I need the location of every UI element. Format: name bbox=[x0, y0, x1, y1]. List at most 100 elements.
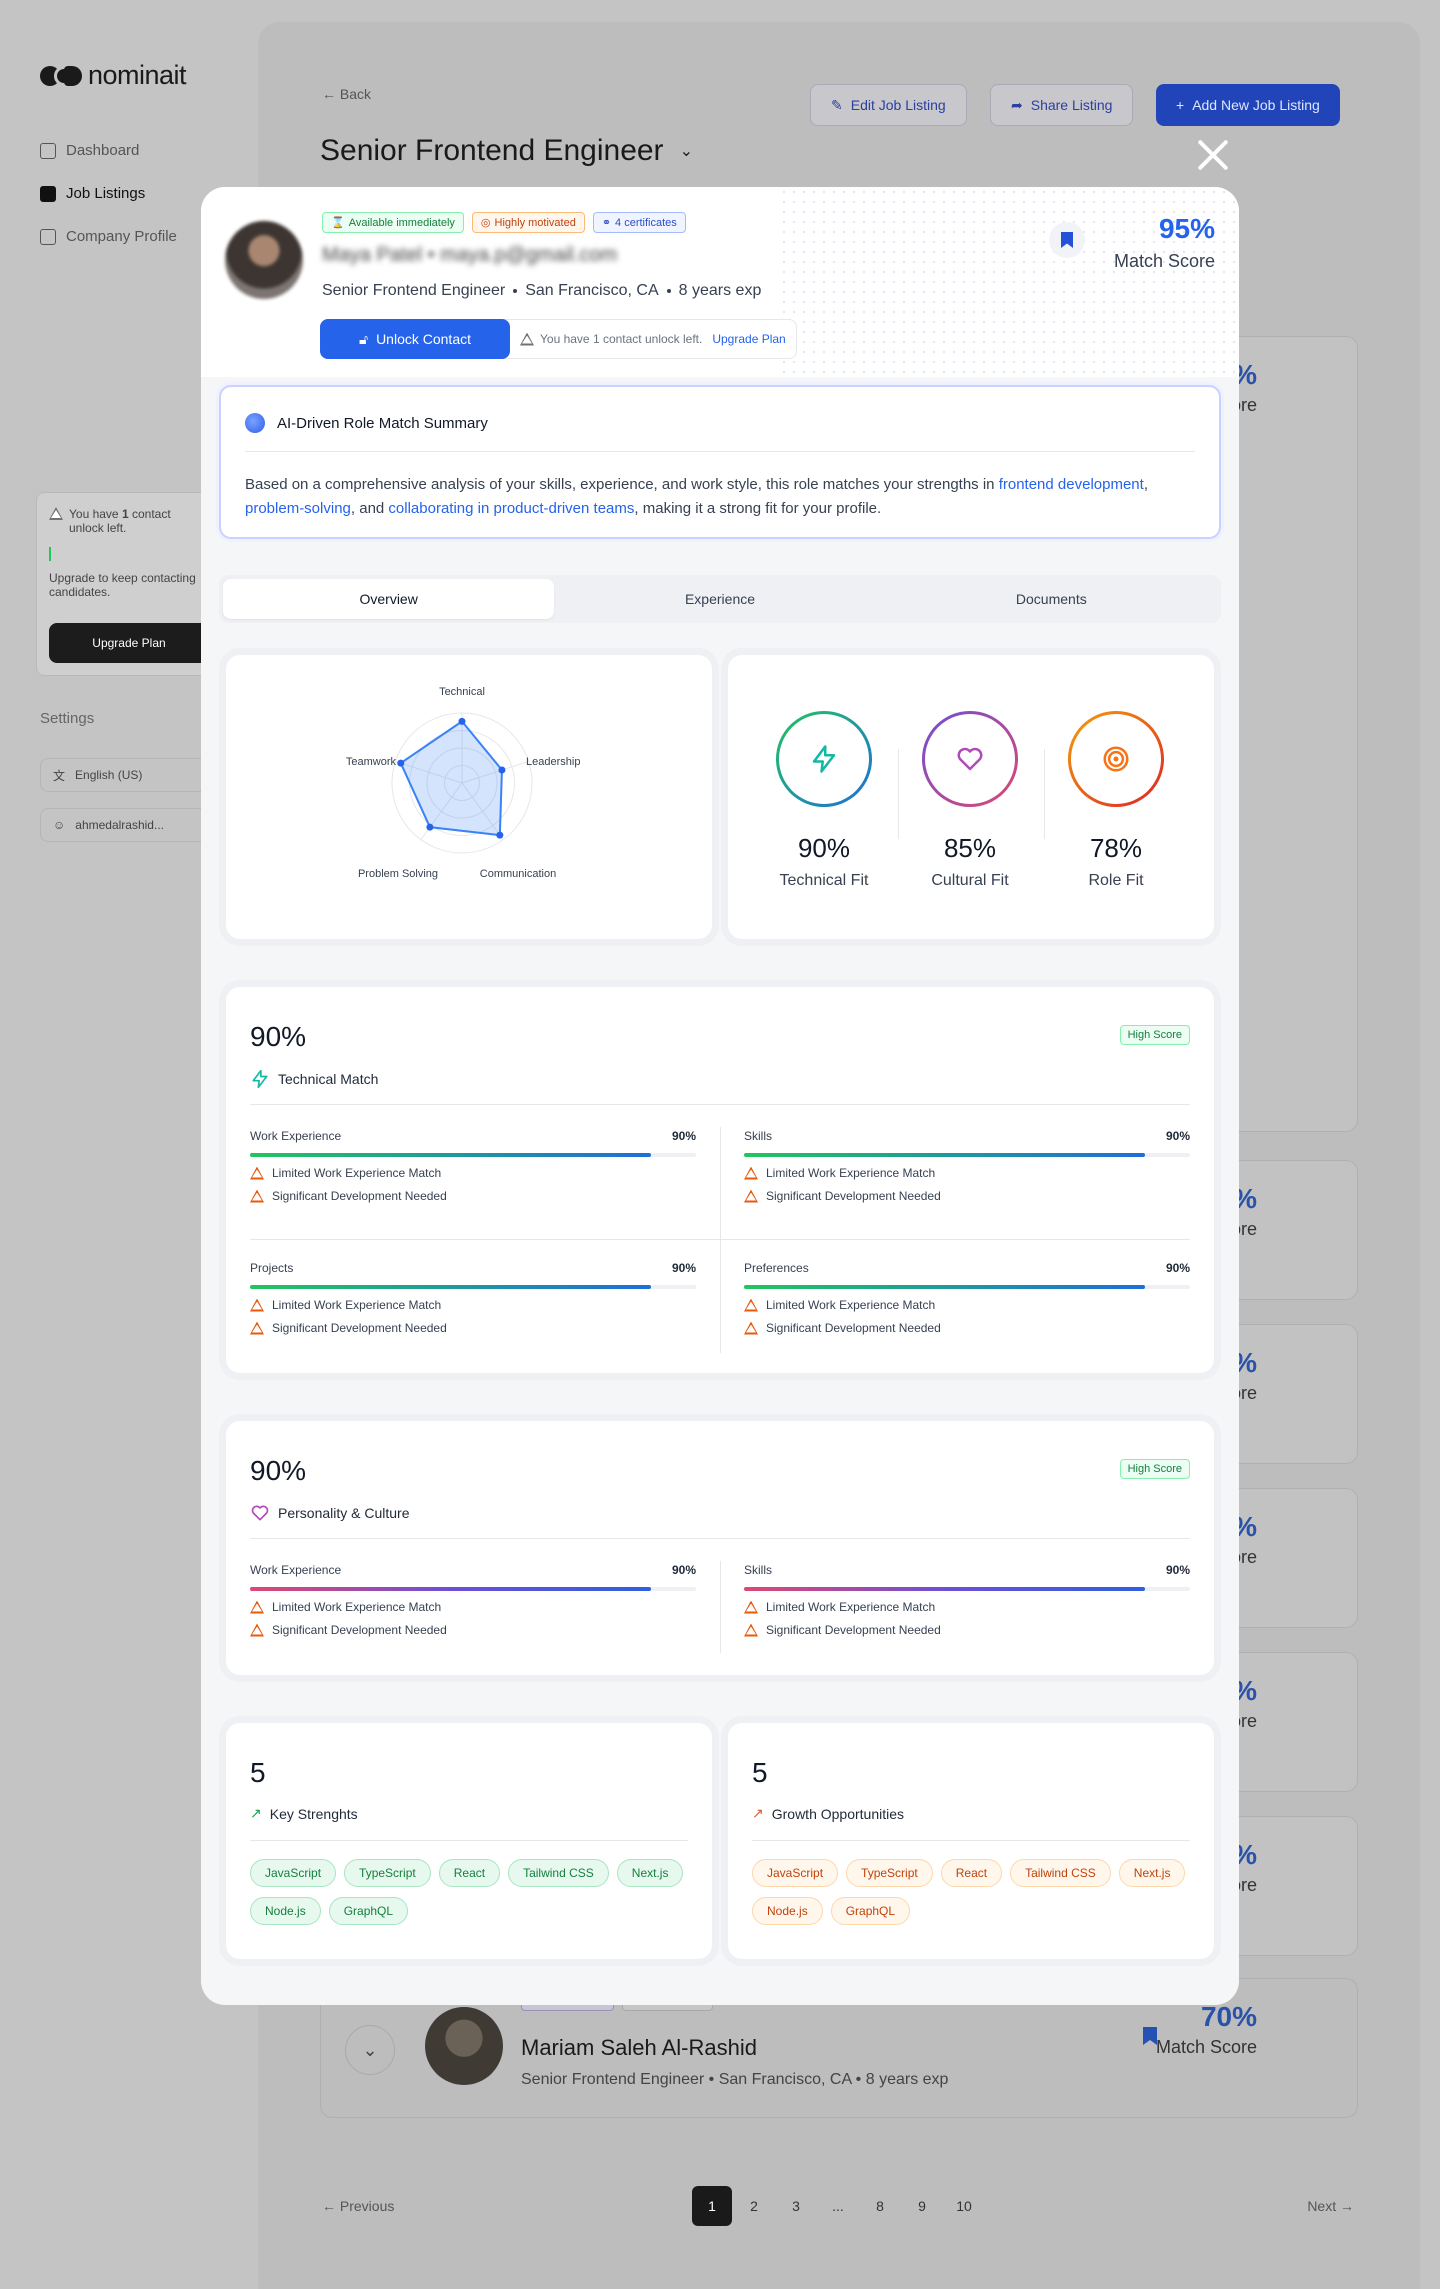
lightning-icon bbox=[812, 745, 836, 773]
bookmark-button[interactable] bbox=[1049, 222, 1085, 258]
plus-icon: + bbox=[1176, 97, 1185, 113]
badge-motivated: ◎ Highly motivated bbox=[471, 212, 585, 233]
candidate-name: Mariam Saleh Al-Rashid bbox=[521, 2035, 757, 2060]
radar-point bbox=[426, 823, 434, 831]
fit-scores-card: 90% Technical Fit 85% Cultural Fit 78% R… bbox=[728, 655, 1214, 939]
sidebar-nav: Dashboard Job Listings Company Profile bbox=[40, 142, 177, 245]
divider bbox=[1044, 749, 1045, 839]
divider bbox=[250, 1538, 1190, 1539]
trend-up-icon: ↗ bbox=[752, 1805, 764, 1821]
skill-chip: TypeScript bbox=[344, 1859, 431, 1887]
divider bbox=[898, 749, 899, 839]
candidate-location: San Francisco, CA bbox=[525, 282, 659, 299]
metric-label: Preferences bbox=[744, 1261, 809, 1275]
target-icon bbox=[1103, 746, 1129, 772]
metric-note: Limited Work Experience Match bbox=[744, 1600, 1190, 1614]
metric-note: Significant Development Needed bbox=[250, 1623, 696, 1637]
skill-chip: Node.js bbox=[752, 1897, 823, 1925]
metric-progress-fill bbox=[744, 1587, 1146, 1591]
growth-count: 5 bbox=[752, 1757, 768, 1788]
lock-icon: 🔓︎ bbox=[358, 330, 369, 347]
metric-value: 90% bbox=[1165, 1261, 1190, 1275]
metric-projects: Projects 90% Limited Work Experience Matc… bbox=[250, 1261, 696, 1335]
building-icon bbox=[40, 228, 56, 245]
unlock-note-text: You have 1 contact unlock left. bbox=[540, 332, 703, 346]
tab-experience[interactable]: Experience bbox=[684, 591, 756, 607]
edit-job-listing-button[interactable]: ✎ Edit Job Listing bbox=[810, 84, 967, 126]
bookmark-icon[interactable] bbox=[1143, 2027, 1157, 2045]
summary-highlight: collaborating in product-driven teams bbox=[388, 500, 635, 517]
close-modal-icon[interactable] bbox=[1196, 138, 1230, 172]
radar-chart: Technical Leadership Communication Probl… bbox=[346, 686, 581, 880]
previous-button[interactable]: ← Previous bbox=[322, 2198, 395, 2214]
logo-icon bbox=[40, 65, 82, 86]
personality-match-title-text: Personality & Culture bbox=[278, 1505, 410, 1521]
upgrade-plan-link[interactable]: Upgrade Plan bbox=[712, 332, 786, 346]
candidate-experience: 8 years exp bbox=[865, 2071, 949, 2088]
settings-title: Settings bbox=[40, 710, 95, 727]
personality-match-card: 90% Personality & Culture High Score Wor… bbox=[226, 1421, 1214, 1675]
logo[interactable]: nominait bbox=[40, 60, 187, 91]
match-score-label: Match Score bbox=[1113, 251, 1215, 271]
heart-icon bbox=[251, 1505, 269, 1521]
radar-point bbox=[458, 717, 466, 725]
role-fit-ring bbox=[1068, 711, 1164, 807]
metric-note-text: Significant Development Needed bbox=[766, 1623, 941, 1637]
candidate-role: Senior Frontend Engineer bbox=[322, 282, 506, 299]
page-title[interactable]: Senior Frontend Engineer ⌄ bbox=[320, 134, 693, 168]
metric-preferences: Preferences 90% Limited Work Experience M… bbox=[744, 1261, 1190, 1335]
metric-note: Limited Work Experience Match bbox=[744, 1166, 1190, 1180]
sidebar-item-dashboard[interactable]: Dashboard bbox=[40, 142, 177, 159]
avatar bbox=[425, 2007, 503, 2085]
hourglass-icon: ⌛ bbox=[331, 217, 345, 229]
skill-chip: Tailwind CSS bbox=[508, 1859, 609, 1887]
sidebar-item-company-profile[interactable]: Company Profile bbox=[40, 228, 177, 245]
page-button[interactable]: 3 bbox=[792, 2198, 800, 2214]
metric-label: Projects bbox=[250, 1261, 294, 1275]
metric-note: Significant Development Needed bbox=[250, 1189, 696, 1203]
upgrade-plan-button[interactable]: Upgrade Plan bbox=[49, 623, 209, 663]
user-select[interactable]: ☺ ahmedalrashid... bbox=[40, 808, 216, 842]
back-label: Back bbox=[339, 86, 372, 102]
page-button[interactable]: 1 bbox=[692, 2186, 732, 2226]
fit-value: 78% bbox=[1089, 833, 1143, 863]
technical-match-value: 90% bbox=[250, 1021, 307, 1052]
strengths-title: ↗ Key Strenghts bbox=[250, 1805, 358, 1822]
candidate-location: San Francisco, CA bbox=[718, 2071, 852, 2088]
share-listing-button[interactable]: ➦ Share Listing bbox=[990, 84, 1134, 126]
strengths-count: 5 bbox=[250, 1757, 266, 1788]
language-select[interactable]: 文 English (US) bbox=[40, 758, 216, 792]
add-job-listing-button[interactable]: + Add New Job Listing bbox=[1156, 84, 1340, 126]
radar-label-technical: Technical bbox=[439, 686, 485, 698]
metric-note: Significant Development Needed bbox=[250, 1321, 696, 1335]
candidate-score: 70% Match Score bbox=[1156, 2001, 1257, 2058]
unlock-contact-row: 🔓︎ Unlock Contact You have 1 contact unlo… bbox=[320, 319, 797, 359]
match-score: 95% Match Score bbox=[1114, 213, 1215, 272]
radar-label-leadership: Leadership bbox=[526, 756, 580, 768]
summary-highlight: frontend development bbox=[998, 476, 1144, 493]
radar-axis bbox=[395, 760, 463, 784]
back-link[interactable]: ← Back bbox=[322, 86, 372, 102]
user-icon: ☺ bbox=[53, 818, 66, 832]
page-button[interactable]: 8 bbox=[876, 2198, 884, 2214]
metric-value: 90% bbox=[1165, 1563, 1190, 1577]
expand-button[interactable]: ⌄ bbox=[345, 2025, 395, 2075]
page-button[interactable]: 9 bbox=[918, 2198, 926, 2214]
unlock-contact-button[interactable]: 🔓︎ Unlock Contact bbox=[320, 319, 510, 359]
tab-documents[interactable]: Documents bbox=[1015, 591, 1087, 607]
divider bbox=[250, 1239, 1190, 1240]
page-button[interactable]: 2 bbox=[750, 2198, 758, 2214]
fit-label: Technical Fit bbox=[779, 872, 869, 889]
metric-note: Limited Work Experience Match bbox=[250, 1166, 696, 1180]
tabs: Overview Experience Documents bbox=[219, 575, 1221, 623]
avatar bbox=[225, 221, 303, 299]
radar-point bbox=[498, 766, 506, 774]
page-button[interactable]: 10 bbox=[956, 2198, 972, 2214]
metric-label: Work Experience bbox=[250, 1129, 342, 1143]
personality-match-value: 90% bbox=[250, 1455, 307, 1486]
limit-count: 1 bbox=[121, 507, 129, 521]
role-fit: 78% Role Fit bbox=[1046, 711, 1186, 890]
tab-overview[interactable]: Overview bbox=[223, 579, 555, 619]
sidebar-item-job-listings[interactable]: Job Listings bbox=[40, 185, 177, 202]
next-button[interactable]: Next → bbox=[1307, 2198, 1354, 2214]
